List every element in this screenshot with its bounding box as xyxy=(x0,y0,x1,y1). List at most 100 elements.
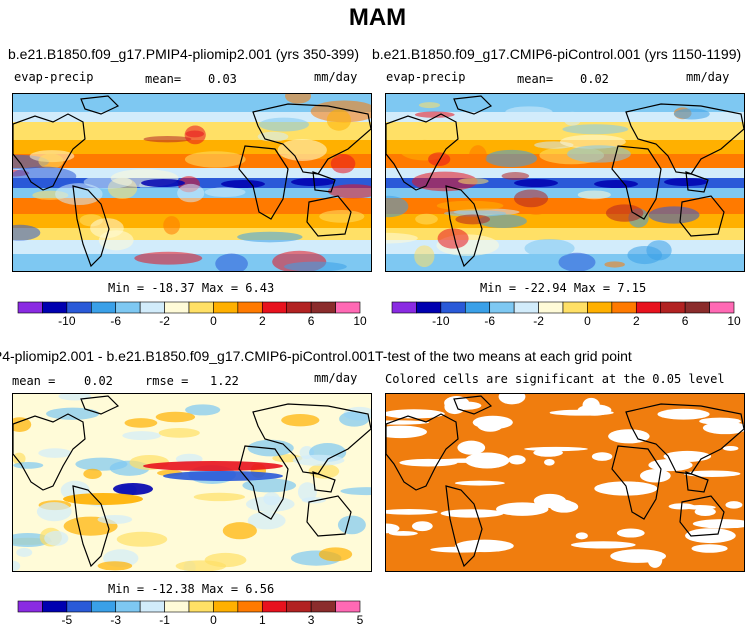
panel1-map-cell xyxy=(237,231,303,243)
panel2-map-cell xyxy=(514,179,558,187)
panel3-map-cell xyxy=(36,502,72,522)
panel2-units: mm/day xyxy=(686,70,730,84)
panel3-map-cell xyxy=(16,547,33,558)
panel2-map-cell xyxy=(468,145,487,167)
panel3-map-cell xyxy=(122,431,161,441)
panel2-map-cell xyxy=(485,149,538,168)
panel4-map-insignificant-cell xyxy=(691,544,728,553)
panel2-map-cell xyxy=(673,108,710,120)
panel2-colorbar-tick-label: 10 xyxy=(727,314,741,328)
panel2-colorbar-swatch xyxy=(440,301,466,314)
panel3-map-cell xyxy=(97,514,133,525)
panel1-colorbar-swatch xyxy=(188,301,214,314)
panel4-map-insignificant-cell xyxy=(683,470,741,477)
panel3-map-cell xyxy=(97,561,133,571)
panel1-map-cell xyxy=(177,183,205,203)
panel3-map-cell xyxy=(13,452,26,465)
panel2-colorbar-swatch xyxy=(416,301,442,314)
panel3-rmse-label: rmse = xyxy=(145,374,189,388)
panel1-colorbar-tick-label: -10 xyxy=(58,314,76,328)
panel4-map-insignificant-cell xyxy=(544,458,555,466)
panel1-map-band xyxy=(13,112,371,122)
panel3-map-cell xyxy=(247,511,286,530)
panel4-title: T-test of the two means at each grid poi… xyxy=(375,348,632,364)
panel4-map-insignificant-cell xyxy=(610,549,666,563)
panel4-map-insignificant-cell xyxy=(616,528,645,538)
panel3-map-cell xyxy=(308,463,340,479)
panel1-map-cell xyxy=(284,261,347,271)
panel3-map-cell xyxy=(113,483,153,495)
panel2-map-cell xyxy=(418,102,441,109)
panel2-mean-value: 0.02 xyxy=(580,72,609,86)
panel4-map-insignificant-cell xyxy=(411,521,433,532)
panel1-map-cell xyxy=(13,94,23,106)
panel4-map-insignificant-cell xyxy=(388,531,418,536)
panel3-map-coastline xyxy=(312,471,336,493)
panel2-map-band xyxy=(386,168,744,178)
panel4-subtitle: Colored cells are significant at the 0.0… xyxy=(385,372,725,386)
panel4-map-insignificant-cell xyxy=(594,481,658,496)
panel2-map-cell xyxy=(558,252,596,271)
panel4-map-insignificant-cell xyxy=(657,408,710,420)
panel4-map-coastline xyxy=(453,395,493,415)
panel3-map-cell xyxy=(340,487,371,496)
panel1-map-cell xyxy=(13,166,77,186)
panel1-map-cell xyxy=(215,253,248,271)
panel1-map-band xyxy=(13,214,371,228)
panel1-map-cell xyxy=(326,109,352,131)
panel3-map-cell xyxy=(38,448,72,458)
panel2-colorbar-tick-label: 6 xyxy=(682,314,689,328)
panel2-colorbar-swatch xyxy=(538,301,564,314)
panel2-variable: evap-precip xyxy=(386,70,466,84)
panel1-colorbar-tick-label: 2 xyxy=(259,314,266,328)
panel4-map-insignificant-cell xyxy=(570,541,636,549)
panel1-colorbar: -10 -6 -2 0 2 6 10 xyxy=(17,301,367,328)
panel2-colorbar-tick-label: -10 xyxy=(432,314,450,328)
panel1-colorbar-swatch xyxy=(90,301,117,314)
panel3-map-cell xyxy=(155,411,196,423)
panel1-variable: evap-precip xyxy=(14,70,94,84)
panel3-map-coastline xyxy=(80,395,120,415)
panel3-map-cell xyxy=(292,454,345,466)
panel1-map-cell xyxy=(55,183,103,206)
panel4-map-insignificant-cell xyxy=(663,450,712,462)
panel2-run-title: b.e21.B1850.f09_g17.CMIP6-piControl.001 … xyxy=(372,46,742,62)
panel1-colorbar-tick-label: 0 xyxy=(210,314,217,328)
panel3-colorbar-tick-label: 0 xyxy=(210,613,217,627)
panel2-map xyxy=(385,93,745,272)
panel4-map-insignificant-cell xyxy=(549,409,614,416)
panel4-map-coastline xyxy=(386,413,459,491)
panel1-mean-value: 0.03 xyxy=(208,72,237,86)
panel1-colorbar-swatch xyxy=(66,301,92,314)
panel2-map-cell xyxy=(605,204,644,222)
panel1-colorbar-swatch xyxy=(115,301,141,314)
panel1-colorbar-swatch xyxy=(213,301,239,314)
panel3-map-cell xyxy=(175,560,227,571)
panel1-map-cell xyxy=(13,224,41,241)
panel4-map-insignificant-cell xyxy=(386,409,445,419)
panel1-map-band xyxy=(13,240,371,254)
panel2-colorbar-tick-label: 2 xyxy=(633,314,640,328)
panel3-rmse-value: 1.22 xyxy=(210,374,239,388)
panel3-map-cell xyxy=(318,547,353,562)
panel3-title: b.e21.B1850.f09_g17.PMIP4-pliomip2.001 -… xyxy=(0,348,375,364)
panel1-map-cell xyxy=(163,216,180,235)
panel3-colorbar-tick-label: 3 xyxy=(308,613,315,627)
panel4-map-insignificant-cell xyxy=(524,446,588,452)
panel4-map-insignificant-cell xyxy=(508,455,526,465)
panel2-map-coastline xyxy=(679,195,725,237)
panel1-map-cell xyxy=(184,151,246,168)
panel1-map-cell xyxy=(319,210,365,223)
panel2-map-cell xyxy=(414,245,435,268)
panel4-map-insignificant-cell xyxy=(464,452,510,469)
panel1-map-coastline xyxy=(80,95,120,115)
panel1-map-coastline xyxy=(13,113,86,191)
panel1-map-coastline xyxy=(238,145,289,220)
panel3-colorbar-tick-label: 1 xyxy=(259,613,266,627)
panel2-map-cell xyxy=(524,238,575,258)
panel1-map-cell xyxy=(330,154,356,174)
panel2-map-cell xyxy=(505,106,553,119)
panel3-colorbar-tick-label: -5 xyxy=(62,613,73,627)
panel2-mean-label: mean= xyxy=(517,72,554,86)
panel3-mean-value: 0.02 xyxy=(84,374,113,388)
